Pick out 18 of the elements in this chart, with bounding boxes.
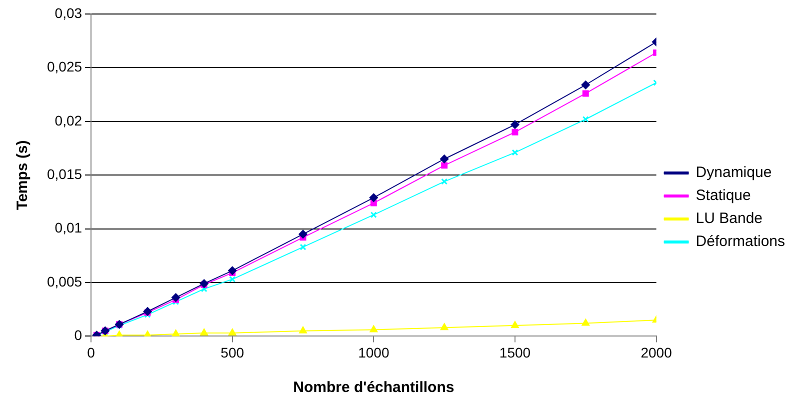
y-tick-label: 0 [74,327,82,344]
x-tick-label: 0 [87,344,96,360]
y-tick-label: 0,03 [54,4,82,21]
x-tick-label: 1500 [499,344,531,360]
y-axis-title: Temps (s) [14,140,32,210]
y-tick-label: 0,015 [46,166,82,182]
y-tick-label: 0,01 [54,220,82,236]
x-tick-label: 1000 [358,344,390,360]
x-axis-title: Nombre d'échantillons [293,379,454,396]
legend-label: Statique [696,187,751,204]
legend-label: Dynamique [696,164,772,182]
legend-label: LU Bande [696,210,763,228]
x-tick-label: 2000 [640,344,672,360]
y-tick-label: 0,005 [46,273,82,290]
y-tick-label: 0,02 [54,112,82,128]
y-tick-label: 0,025 [46,58,82,75]
legend-label: Déformations [696,233,785,250]
x-tick-label: 500 [220,344,244,360]
